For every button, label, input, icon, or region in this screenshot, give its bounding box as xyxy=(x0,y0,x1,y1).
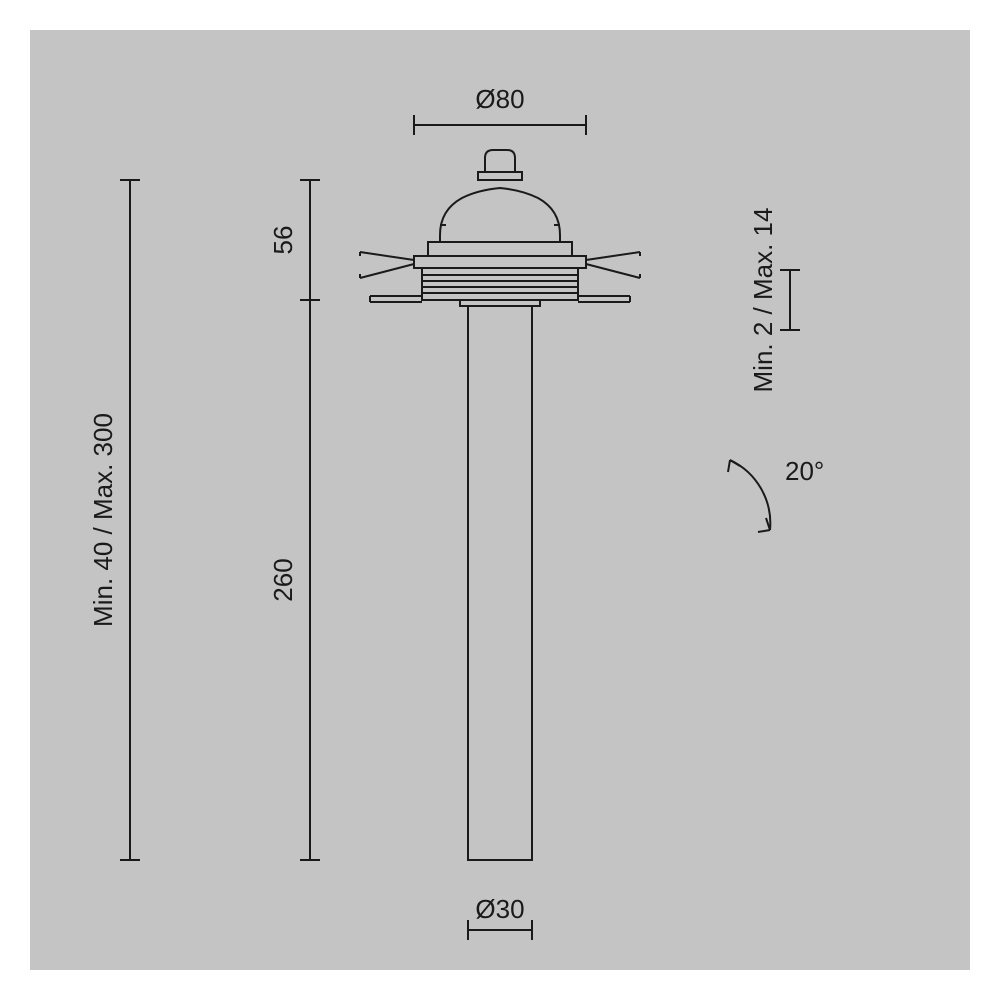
dim-angle xyxy=(728,460,770,532)
label-top-diameter: Ø80 xyxy=(475,84,524,114)
dim-left-range xyxy=(120,180,140,860)
dim-right-range xyxy=(780,270,800,330)
drawing-svg: Ø80 Ø30 Min. 40 / Max. 300 56 260 Min. 2… xyxy=(30,30,970,970)
label-upper-height: 56 xyxy=(268,226,298,255)
label-right-range: Min. 2 / Max. 14 xyxy=(748,208,778,393)
label-left-range: Min. 40 / Max. 300 xyxy=(88,413,118,627)
label-angle: 20° xyxy=(785,456,824,486)
label-bottom-diameter: Ø30 xyxy=(475,894,524,924)
technical-drawing: Ø80 Ø30 Min. 40 / Max. 300 56 260 Min. 2… xyxy=(0,0,1000,1000)
dim-left-heights xyxy=(300,180,320,860)
label-lower-height: 260 xyxy=(268,558,298,601)
dim-top-diameter xyxy=(414,115,586,135)
product-outline xyxy=(360,150,640,860)
